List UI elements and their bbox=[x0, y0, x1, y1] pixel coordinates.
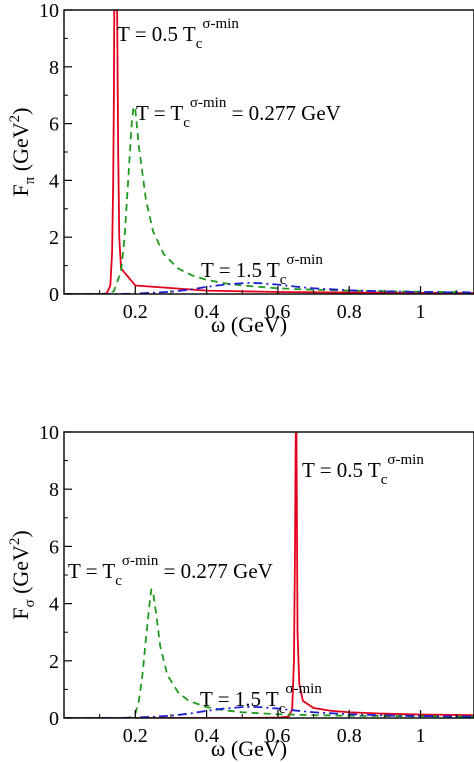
y-tick-label: 4 bbox=[49, 594, 59, 616]
x-tick-label: 0.8 bbox=[337, 301, 362, 323]
x-axis-label: ω (GeV) bbox=[211, 736, 287, 761]
x-tick-label: 1 bbox=[416, 725, 426, 747]
x-tick-label: 0.8 bbox=[337, 725, 362, 747]
x-tick-label: 0.4 bbox=[194, 725, 219, 747]
x-tick-label: 0.4 bbox=[194, 301, 219, 323]
panel-2: 0 2 4 6 8 10 0.2 0.4 0.6 0.8 1 ω (GeV) Fσ (GeV2) T = … bbox=[7, 422, 474, 761]
series-line-t05 bbox=[64, 10, 474, 294]
plot-frame bbox=[63, 9, 474, 295]
series-line-t15 bbox=[64, 282, 474, 294]
annotation-t10: T = Tcσ-min = 0.277 GeV bbox=[68, 553, 273, 589]
annotation-t15: T = 1.5 Tcσ-min bbox=[200, 681, 322, 717]
series-line-t15 bbox=[64, 705, 474, 718]
x-tick-label: 0.2 bbox=[123, 725, 148, 747]
x-tick-label: 0.6 bbox=[265, 301, 290, 323]
y-tick-label: 2 bbox=[49, 227, 59, 249]
annotation-t10: T = Tcσ-min = 0.277 GeV bbox=[136, 95, 341, 131]
x-tick-label: 0.6 bbox=[265, 725, 290, 747]
annotation-t05: T = 0.5 Tcσ-min bbox=[302, 452, 424, 488]
y-tick-label: 0 bbox=[49, 708, 59, 730]
x-tick-label: 0.2 bbox=[123, 301, 148, 323]
y-tick-label: 10 bbox=[39, 0, 59, 22]
y-tick-label: 8 bbox=[49, 479, 59, 501]
annotation-t15: T = 1.5 Tcσ-min bbox=[201, 252, 323, 288]
y-tick-label: 2 bbox=[49, 651, 59, 673]
y-axis-label: Fπ (GeV2) bbox=[7, 107, 38, 196]
x-tick-label: 1 bbox=[416, 301, 426, 323]
y-tick-label: 6 bbox=[49, 536, 59, 558]
series-line-t10 bbox=[64, 588, 474, 718]
y-tick-label: 10 bbox=[39, 422, 59, 444]
y-tick-label: 4 bbox=[49, 170, 59, 192]
series-group bbox=[64, 10, 474, 294]
y-tick-label: 8 bbox=[49, 57, 59, 79]
panel-1: 0 2 4 6 8 10 0.2 0.4 0.6 0.8 1 ω (GeV) Fπ (GeV2) T = … bbox=[7, 0, 474, 337]
y-tick-label: 0 bbox=[49, 284, 59, 306]
x-axis-label: ω (GeV) bbox=[211, 312, 287, 337]
y-tick-label: 6 bbox=[49, 114, 59, 136]
series-line-t10 bbox=[64, 105, 474, 294]
annotation-t05: T = 0.5 Tcσ-min bbox=[117, 16, 239, 52]
y-axis-label: Fσ (GeV2) bbox=[7, 530, 38, 620]
